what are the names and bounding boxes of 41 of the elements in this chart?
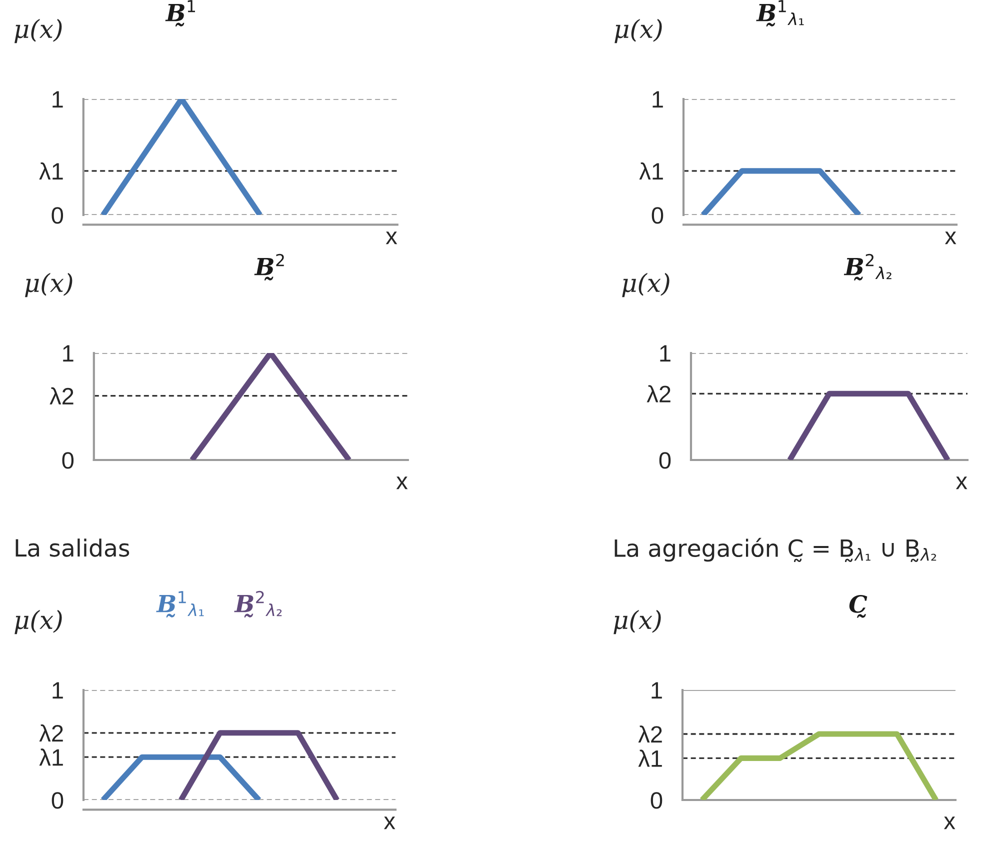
y-tick-label: 1: [52, 682, 63, 699]
y-tick-label: λ2: [50, 387, 74, 404]
text: B̰$^{2}$: [254, 254, 284, 280]
y-tick-label: 0: [52, 792, 64, 809]
y-tick-label: 0: [52, 207, 64, 224]
x-axis-title: x: [386, 232, 398, 244]
y-axis-title: μ(x): [25, 272, 72, 298]
y-axis-title: μ(x): [614, 18, 662, 44]
x-axis-title: x: [396, 476, 408, 490]
text: B̰$^{1}$$_{λ₁}$: [156, 591, 204, 618]
y-tick-label: λ1: [39, 162, 63, 180]
y-tick-label: λ1: [638, 750, 662, 767]
y-tick-label: 1: [63, 345, 74, 362]
text: B̰$^{2}$$_{λ₂}$: [234, 590, 282, 618]
y-tick-label: 1: [652, 682, 662, 699]
text: C̰: [849, 595, 868, 618]
y-tick-label: λ1: [39, 748, 63, 766]
y-tick-label: λ1: [639, 162, 663, 180]
x-axis-title: x: [384, 816, 396, 830]
x-axis-title: x: [944, 232, 956, 244]
y-tick-label: λ2: [646, 385, 670, 402]
y-axis-title: μ(x): [14, 18, 62, 44]
text: B̰$^{1}$$_{λ₁}$: [756, 0, 804, 26]
y-axis-title: μ(x): [622, 272, 670, 298]
y-tick-label: 1: [652, 91, 663, 108]
chart-subtitle: La agregación C̰ = B̰$_{λ₁}$ ∪ B̰$_{λ₂}$: [614, 538, 936, 562]
x-axis-title: x: [944, 816, 956, 830]
text: B̰$^{1}$: [165, 0, 195, 26]
y-tick-label: 0: [62, 452, 74, 469]
chart-subtitle: La salidas: [16, 538, 130, 557]
y-tick-label: 0: [659, 452, 671, 469]
text: B̰$^{2}$$_{λ₂}$: [844, 254, 892, 280]
y-axis-title: μ(x): [614, 610, 661, 634]
x-axis-title: x: [956, 476, 968, 490]
y-tick-label: λ2: [638, 725, 662, 743]
y-tick-label: 1: [52, 91, 63, 108]
y-tick-label: 0: [650, 792, 662, 809]
y-axis-title: μ(x): [14, 610, 62, 634]
y-tick-label: 0: [652, 207, 664, 224]
y-tick-label: 1: [660, 345, 670, 362]
y-tick-label: λ2: [39, 724, 63, 742]
